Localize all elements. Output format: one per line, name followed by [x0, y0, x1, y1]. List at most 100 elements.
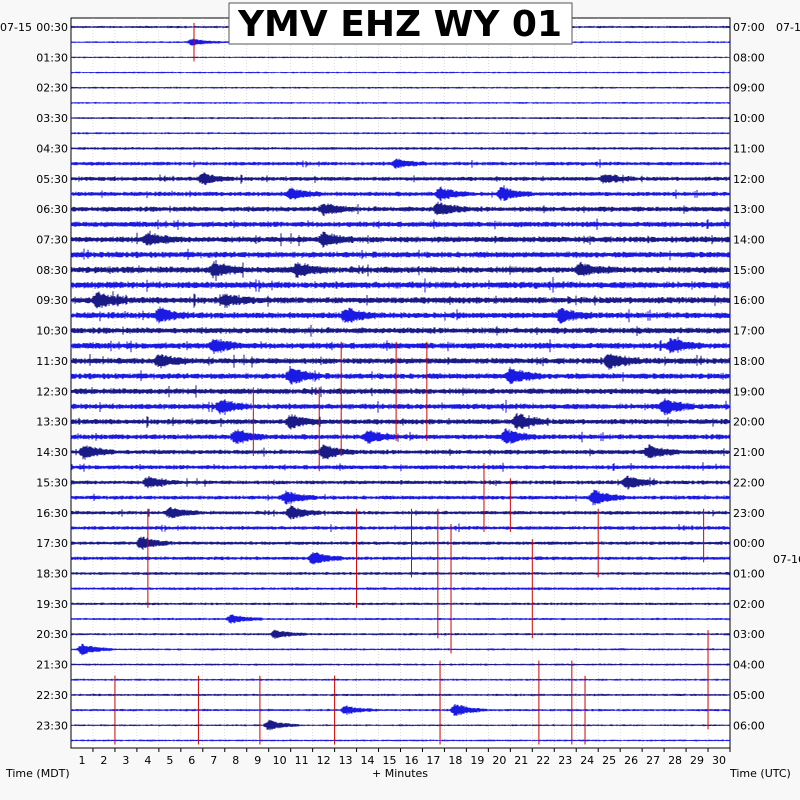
- left-time-label: 07:30: [36, 234, 68, 247]
- right-time-label: 14:00: [733, 234, 765, 247]
- trace-row-4: [70, 71, 731, 74]
- x-tick-label: 23: [558, 754, 572, 767]
- trace-row-9: [70, 146, 731, 150]
- trace-row-6: [70, 101, 731, 104]
- x-tick-label: 30: [712, 754, 726, 767]
- left-time-labels: 00:30 01:30 02:30 03:30 04:30 05:30 06:30 07:30…: [36, 21, 68, 732]
- trace-row-35: [70, 536, 731, 550]
- right-time-label: 05:00: [733, 689, 765, 702]
- right-time-label: 03:00: [733, 628, 765, 641]
- right-time-label: 23:00: [733, 507, 765, 520]
- x-tick-label: 20: [492, 754, 506, 767]
- plot-area: [70, 17, 731, 749]
- trace-row-14: [70, 218, 731, 230]
- trace-row-43: [70, 663, 731, 666]
- trace-row-12: [70, 185, 731, 202]
- left-time-label: 04:30: [36, 142, 68, 155]
- right-time-label: 02:00: [733, 598, 765, 611]
- event-picks: [114, 23, 709, 745]
- trace-row-11: [70, 172, 731, 185]
- left-time-label: 08:30: [36, 264, 68, 277]
- right-time-label: 10:00: [733, 112, 765, 125]
- left-time-label: 09:30: [36, 294, 68, 307]
- trace-row-24: [70, 366, 731, 385]
- right-time-label: 11:00: [733, 142, 765, 155]
- trace-row-32: [70, 489, 731, 506]
- right-time-label: 09:00: [733, 82, 765, 95]
- trace-row-46: [70, 704, 731, 716]
- x-tick-label: 29: [690, 754, 704, 767]
- chart-title: YMV EHZ WY 01: [237, 4, 562, 45]
- x-tick-label: 28: [668, 754, 682, 767]
- left-time-label: 15:30: [36, 476, 68, 489]
- right-time-label: 22:00: [733, 476, 765, 489]
- x-tick-label: 9: [254, 754, 261, 767]
- right-time-label: 17:00: [733, 325, 765, 338]
- x-tick-label: 3: [122, 754, 129, 767]
- left-time-label: 03:30: [36, 112, 68, 125]
- trace-row-3: [70, 56, 731, 59]
- seismic-traces: [70, 19, 731, 742]
- trace-row-34: [70, 523, 731, 533]
- trace-row-37: [70, 571, 731, 576]
- trace-row-33: [70, 505, 731, 520]
- trace-row-20: [70, 306, 731, 324]
- right-time-label: 08:00: [733, 51, 765, 64]
- trace-row-23: [70, 353, 731, 370]
- left-time-label: 00:30: [36, 21, 68, 34]
- trace-row-22: [70, 336, 731, 354]
- trace-row-7: [70, 116, 731, 120]
- left-time-label: 17:30: [36, 537, 68, 550]
- right-time-label: 20:00: [733, 416, 765, 429]
- left-time-label: 02:30: [36, 82, 68, 95]
- trace-row-31: [70, 475, 731, 490]
- x-axis-ticks: 1 2 3 4 5 6 7 8 9 10 11 12 13 14 15 16 17 18 19 20 21 22 23 24 2…: [78, 748, 731, 767]
- left-time-label: 12:30: [36, 385, 68, 398]
- left-time-label: 18:30: [36, 567, 68, 580]
- right-time-label: 07:00: [733, 21, 765, 34]
- left-time-label: 23:30: [36, 719, 68, 732]
- right-date-label-mid: 07-16: [773, 553, 800, 566]
- trace-row-39: [70, 602, 731, 606]
- x-tick-label: 15: [383, 754, 397, 767]
- x-tick-label: 5: [166, 754, 173, 767]
- x-tick-label: 18: [448, 754, 462, 767]
- trace-row-15: [70, 230, 731, 248]
- trace-row-8: [70, 132, 731, 135]
- trace-row-10: [70, 158, 731, 169]
- trace-row-21: [70, 324, 731, 337]
- right-time-label: 18:00: [733, 355, 765, 368]
- trace-row-26: [70, 398, 731, 416]
- trace-row-38: [70, 587, 731, 591]
- trace-row-28: [70, 428, 731, 445]
- x-tick-label: 11: [295, 754, 309, 767]
- x-tick-label: 13: [339, 754, 353, 767]
- x-tick-label: 25: [602, 754, 616, 767]
- right-time-label: 00:00: [733, 537, 765, 550]
- right-time-label: 16:00: [733, 294, 765, 307]
- trace-row-5: [70, 86, 731, 89]
- left-time-label: 14:30: [36, 446, 68, 459]
- x-tick-label: 17: [426, 754, 440, 767]
- x-tick-label: 4: [144, 754, 151, 767]
- x-tick-label: 6: [188, 754, 195, 767]
- right-time-label: 04:00: [733, 659, 765, 672]
- right-time-label: 15:00: [733, 264, 765, 277]
- left-date-label: 07-15: [0, 21, 32, 34]
- trace-row-19: [70, 291, 731, 309]
- left-time-label: 06:30: [36, 203, 68, 216]
- trace-row-44: [70, 678, 731, 681]
- trace-row-13: [70, 201, 731, 217]
- left-time-label: 22:30: [36, 689, 68, 702]
- left-time-label: 19:30: [36, 598, 68, 611]
- trace-row-17: [70, 260, 731, 281]
- x-tick-label: 14: [361, 754, 375, 767]
- left-time-label: 01:30: [36, 51, 68, 64]
- title-box: [228, 2, 573, 45]
- x-tick-label: 19: [470, 754, 484, 767]
- trace-row-40: [70, 614, 731, 624]
- trace-row-16: [70, 248, 731, 261]
- x-tick-label: 24: [580, 754, 594, 767]
- x-axis-title: + Minutes: [372, 767, 428, 780]
